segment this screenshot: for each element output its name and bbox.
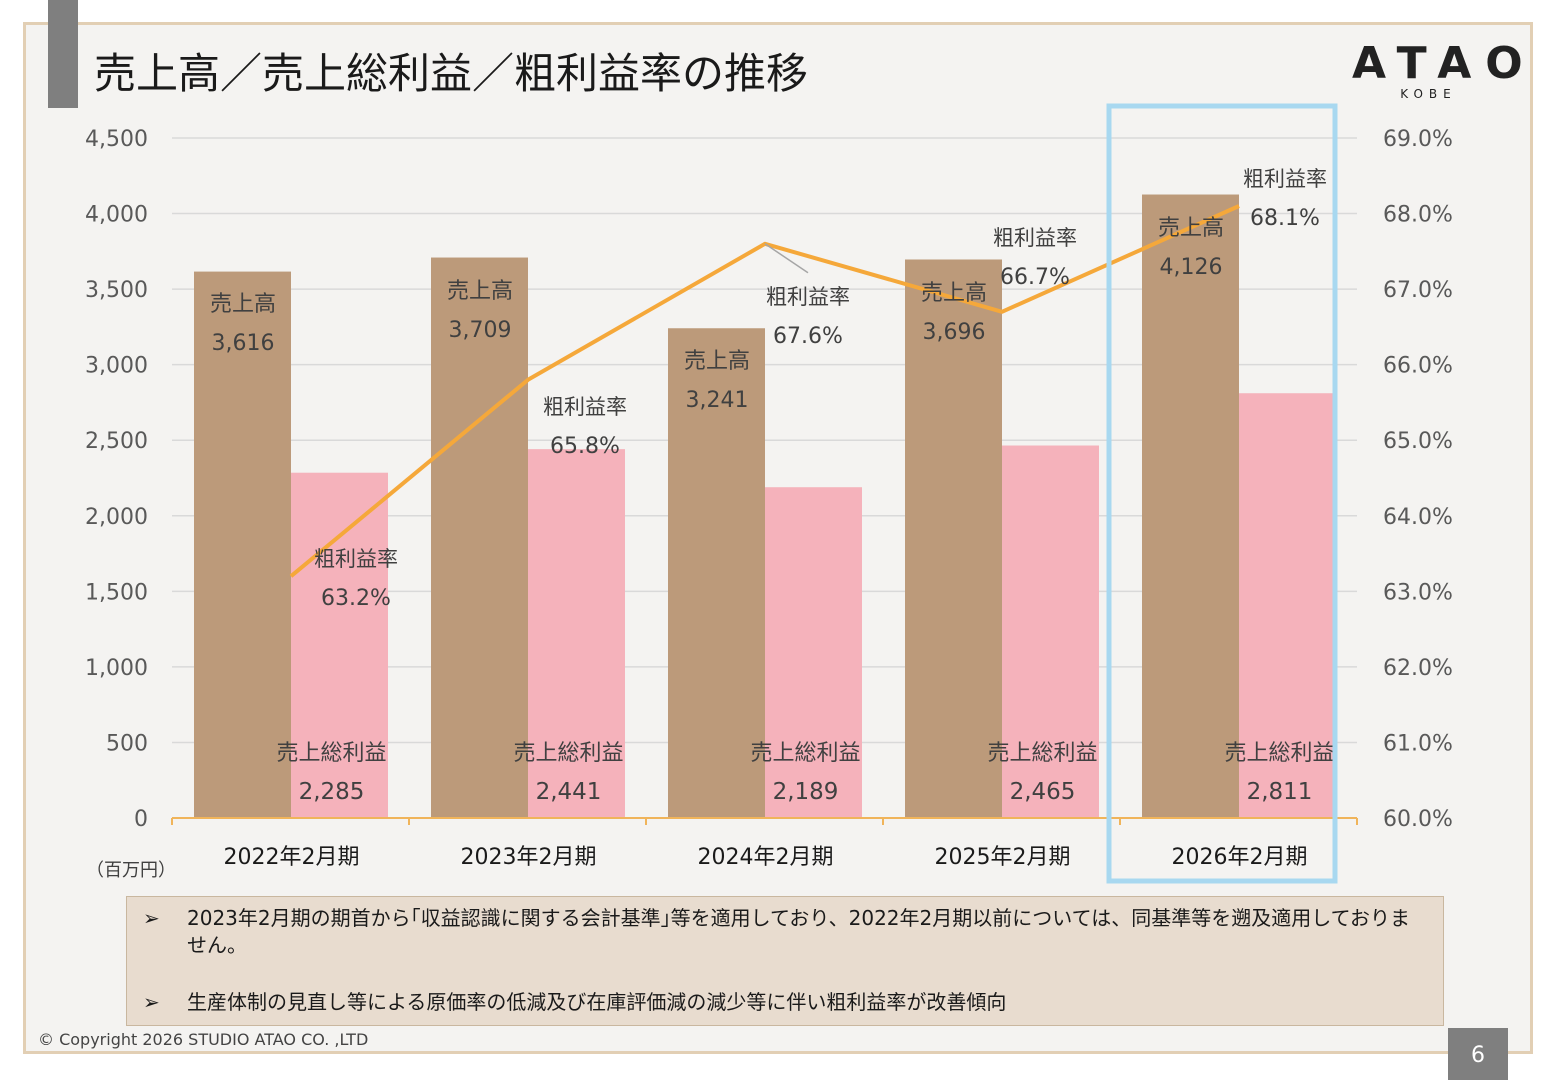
- bar-sales: [1142, 194, 1239, 818]
- sales-series-label: 売上高: [684, 349, 750, 374]
- sales-value-label: 4,126: [1160, 255, 1223, 280]
- gross-profit-series-label: 売上総利益: [1224, 741, 1334, 766]
- bullet-arrow-icon: ➢: [143, 990, 160, 1014]
- y-right-tick-label: 60.0%: [1383, 807, 1453, 832]
- logo-main-text: ATAO: [1352, 38, 1537, 89]
- y-right-tick-label: 65.0%: [1383, 429, 1453, 454]
- y-right-tick-label: 64.0%: [1383, 505, 1453, 530]
- note-text: 生産体制の見直し等による原価率の低減及び在庫評価減の減少等に伴い粗利益率が改善傾…: [187, 990, 1007, 1014]
- y-left-tick-label: 1,000: [85, 656, 148, 681]
- bar-gross-profit: [1002, 445, 1099, 818]
- bar-sales: [194, 271, 291, 818]
- y-right-tick-label: 62.0%: [1383, 656, 1453, 681]
- sales-value-label: 3,696: [923, 320, 986, 345]
- sales-series-label: 売上高: [1158, 216, 1224, 241]
- sales-value-label: 3,709: [449, 318, 512, 343]
- gross-profit-series-label: 売上総利益: [987, 741, 1097, 766]
- margin-value-label: 67.6%: [773, 324, 843, 349]
- slide-title: 売上高／売上総利益／粗利益率の推移: [94, 49, 809, 98]
- atao-logo: ATAO KOBE: [1338, 38, 1537, 101]
- sales-value-label: 3,616: [212, 331, 275, 356]
- y-left-tick-label: 2,000: [85, 505, 148, 530]
- bar-sales: [431, 257, 528, 818]
- margin-value-label: 63.2%: [321, 586, 391, 611]
- logo-sub-text: KOBE: [1400, 87, 1457, 101]
- gross-profit-value-label: 2,811: [1247, 779, 1313, 805]
- y-right-tick-label: 66.0%: [1383, 354, 1453, 379]
- gross-profit-value-label: 2,465: [1010, 779, 1076, 805]
- sales-series-label: 売上高: [447, 279, 513, 304]
- note-item: ➢ 2023年2月期の期首から｢収益認識に関する会計基準｣等を適用しており、20…: [143, 905, 1427, 959]
- notes-box: ➢ 2023年2月期の期首から｢収益認識に関する会計基準｣等を適用しており、20…: [126, 896, 1444, 1026]
- x-category-label: 2024年2月期: [698, 845, 834, 870]
- x-category-label: 2022年2月期: [224, 845, 360, 870]
- bullet-arrow-icon: ➢: [143, 906, 160, 930]
- margin-value-label: 68.1%: [1250, 206, 1320, 231]
- y-left-tick-label: 3,500: [85, 278, 148, 303]
- y-right-tick-label: 67.0%: [1383, 278, 1453, 303]
- copyright-text: © Copyright 2026 STUDIO ATAO CO. ,LTD: [38, 1030, 369, 1049]
- bar-gross-profit: [528, 449, 625, 818]
- sales-value-label: 3,241: [686, 388, 749, 413]
- note-text: 2023年2月期の期首から｢収益認識に関する会計基準｣等を適用しており、2022…: [187, 906, 1411, 957]
- y-right-tick-label: 63.0%: [1383, 580, 1453, 605]
- page-number: 6: [1448, 1028, 1508, 1080]
- margin-value-label: 66.7%: [1000, 265, 1070, 290]
- y-left-tick-label: 4,500: [85, 127, 148, 152]
- y-left-tick-label: 0: [134, 807, 148, 832]
- margin-series-label: 粗利益率: [314, 547, 398, 571]
- y-left-tick-label: 500: [106, 731, 148, 756]
- x-category-label: 2025年2月期: [935, 845, 1071, 870]
- note-item: ➢ 生産体制の見直し等による原価率の低減及び在庫評価減の減少等に伴い粗利益率が改…: [143, 989, 1427, 1016]
- gross-profit-value-label: 2,189: [773, 779, 839, 805]
- y-left-tick-label: 4,000: [85, 203, 148, 228]
- y-right-tick-label: 68.0%: [1383, 203, 1453, 228]
- bar-gross-profit: [765, 487, 862, 818]
- y-left-unit-label: （百万円）: [86, 860, 176, 881]
- bar-sales: [668, 328, 765, 818]
- y-left-tick-label: 2,500: [85, 429, 148, 454]
- highlight-box: [1106, 103, 1338, 884]
- margin-series-label: 粗利益率: [1243, 167, 1327, 191]
- margin-series-label: 粗利益率: [993, 226, 1077, 250]
- x-category-label: 2023年2月期: [461, 845, 597, 870]
- bar-gross-profit: [1239, 393, 1336, 818]
- y-left-tick-label: 1,500: [85, 580, 148, 605]
- y-right-tick-label: 61.0%: [1383, 731, 1453, 756]
- sales-series-label: 売上高: [210, 292, 276, 317]
- x-category-label: 2026年2月期: [1172, 845, 1308, 870]
- gross-profit-series-label: 売上総利益: [750, 741, 860, 766]
- sales-series-label: 売上高: [921, 281, 987, 306]
- bar-gross-profit: [291, 472, 388, 818]
- gross-profit-value-label: 2,285: [299, 779, 365, 805]
- gross-profit-series-label: 売上総利益: [513, 741, 623, 766]
- label-leader-line: [764, 243, 809, 274]
- margin-series-label: 粗利益率: [766, 285, 850, 309]
- bar-sales: [905, 259, 1002, 818]
- margin-series-label: 粗利益率: [543, 395, 627, 419]
- title-accent-bar: [48, 0, 78, 108]
- margin-value-label: 65.8%: [550, 434, 620, 459]
- gross-profit-value-label: 2,441: [536, 779, 602, 805]
- y-left-tick-label: 3,000: [85, 354, 148, 379]
- gross-profit-series-label: 売上総利益: [276, 741, 386, 766]
- y-right-tick-label: 69.0%: [1383, 127, 1453, 152]
